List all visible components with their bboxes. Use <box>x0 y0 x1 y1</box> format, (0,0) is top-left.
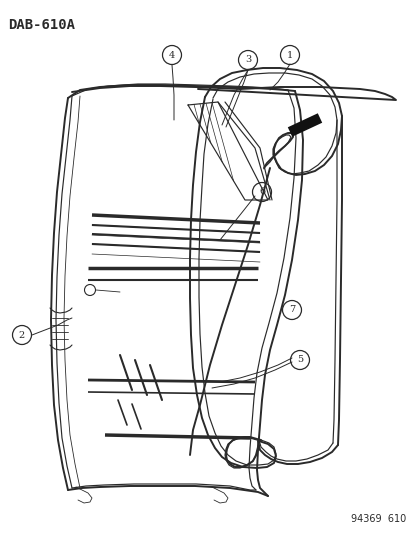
Text: DAB-610A: DAB-610A <box>8 18 75 32</box>
Text: 2: 2 <box>19 330 25 340</box>
Text: 7: 7 <box>288 305 294 314</box>
Text: 1: 1 <box>286 51 292 60</box>
Text: 3: 3 <box>244 55 251 64</box>
Text: 4: 4 <box>169 51 175 60</box>
Text: 94369  610: 94369 610 <box>350 514 405 524</box>
Text: 5: 5 <box>296 356 302 365</box>
Text: 6: 6 <box>258 188 264 197</box>
